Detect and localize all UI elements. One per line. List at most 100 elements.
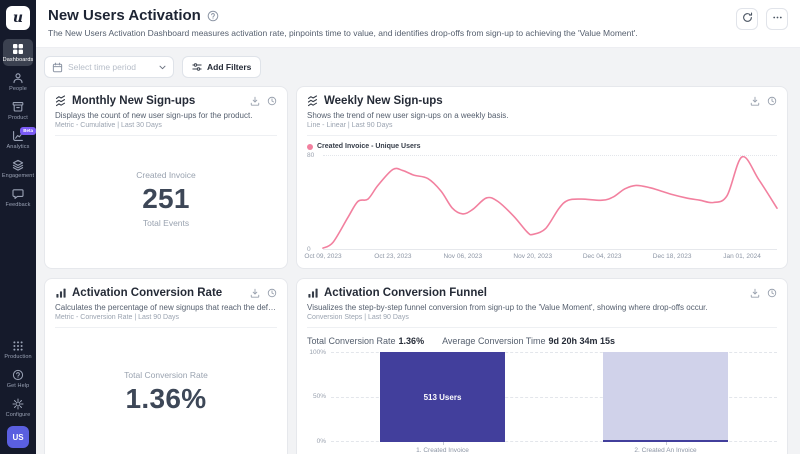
sidebar-item-label: Dashboards	[2, 57, 34, 63]
clock-icon[interactable]	[767, 96, 777, 106]
card-description: Shows the trend of new user sign-ups on …	[307, 111, 509, 120]
sidebar-item-label: Feedback	[5, 202, 31, 208]
sidebar-item-configure[interactable]: Configure	[3, 394, 33, 421]
download-icon[interactable]	[750, 288, 760, 298]
card-description: Displays the count of new user sign-ups …	[55, 111, 253, 120]
x-tick-label: Oct 23, 2023	[374, 253, 412, 260]
funnel-step-label: 1. Created Invoice	[416, 447, 469, 454]
add-filters-label: Add Filters	[207, 62, 252, 72]
usermaven-logo[interactable]: u	[6, 6, 30, 30]
legend-label: Created Invoice - Unique Users	[317, 143, 421, 150]
analytics-icon	[12, 130, 24, 142]
sidebar-nav: Dashboards People Product Beta Analy	[0, 38, 36, 212]
clock-icon[interactable]	[267, 96, 277, 106]
add-filters-button[interactable]: Add Filters	[182, 56, 262, 78]
clock-icon[interactable]	[267, 288, 277, 298]
stat-value: 9d 20h 34m 15s	[548, 336, 616, 346]
metric-label: Created Invoice	[136, 170, 196, 180]
refresh-icon	[742, 10, 753, 28]
user-avatar[interactable]: US	[7, 426, 29, 448]
stat-average-conversion-time: Average Conversion Time 9d 20h 34m 15s	[442, 336, 615, 346]
stat-total-conversion-rate: Total Conversion Rate 1.36%	[307, 336, 424, 346]
configure-icon	[12, 398, 24, 410]
metric-sublabel: Total Events	[142, 218, 190, 228]
y-tick-label: 0%	[316, 438, 326, 445]
engagement-icon	[12, 159, 24, 171]
funnel-bar-converted: 513 Users	[380, 352, 505, 442]
sidebar-item-analytics[interactable]: Beta Analytics	[3, 126, 36, 153]
funnel-y-axis: 100% 50% 0%	[307, 349, 331, 445]
stat-label: Total Conversion Rate	[307, 336, 396, 346]
sidebar-bottom: Production Get Help Configure US	[0, 335, 36, 454]
funnel-bar-converted	[603, 440, 728, 442]
gridline-50	[331, 397, 777, 398]
card-title: Activation Conversion Funnel	[324, 287, 487, 299]
sidebar-item-engagement[interactable]: Engagement	[1, 155, 35, 182]
x-tick-label: Nov 06, 2023	[443, 253, 483, 260]
dashboards-icon	[12, 43, 24, 55]
filter-sliders-icon	[192, 62, 202, 72]
clock-icon[interactable]	[767, 288, 777, 298]
sidebar-item-label: Get Help	[6, 383, 30, 389]
logo-letter: u	[12, 10, 24, 26]
sidebar-item-people[interactable]: People	[3, 68, 33, 95]
sidebar-item-label: People	[9, 86, 27, 92]
page-title: New Users Activation	[48, 7, 201, 24]
cards-grid: Monthly New Sign-ups Displays the count …	[44, 86, 788, 454]
download-icon[interactable]	[250, 288, 260, 298]
y-axis: 80 0	[307, 152, 323, 253]
dashboard-content: Select time period Add Filters	[36, 48, 800, 454]
metric-lines-icon	[55, 95, 67, 107]
card-meta: Line - Linear | Last 90 Days	[307, 122, 777, 136]
sidebar-item-label: Configure	[5, 412, 31, 418]
metric-lines-icon	[307, 95, 319, 107]
x-axis-tick	[665, 442, 667, 445]
sidebar-item-label: Product	[8, 115, 28, 121]
download-icon[interactable]	[750, 96, 760, 106]
sidebar-item-label: Production	[4, 354, 32, 360]
card-title: Monthly New Sign-ups	[72, 95, 196, 107]
page-description: The New Users Activation Dashboard measu…	[48, 28, 638, 38]
time-period-select[interactable]: Select time period	[44, 56, 174, 78]
card-monthly-new-signups: Monthly New Sign-ups Displays the count …	[44, 86, 288, 269]
sidebar-item-get-help[interactable]: Get Help	[3, 365, 33, 392]
card-meta: Conversion Steps | Last 90 Days	[307, 314, 777, 328]
metric-value: 251	[142, 183, 190, 214]
sidebar-item-dashboards[interactable]: Dashboards	[3, 39, 33, 66]
sidebar-item-label: Analytics	[6, 144, 30, 150]
sidebar-item-production[interactable]: Production	[3, 336, 33, 363]
sidebar-item-label: Engagement	[1, 173, 35, 179]
download-icon[interactable]	[250, 96, 260, 106]
refresh-button[interactable]	[736, 8, 758, 30]
line-plot-area	[323, 155, 777, 250]
filter-bar: Select time period Add Filters	[44, 56, 788, 78]
calendar-icon	[52, 62, 63, 73]
x-tick-label: Jan 01, 2024	[723, 253, 761, 260]
help-circle-icon[interactable]	[207, 10, 219, 22]
production-icon	[12, 340, 24, 352]
metric-value: 1.36%	[125, 383, 207, 414]
legend-dot	[307, 143, 313, 150]
funnel-bar-value-label: 513 Users	[423, 392, 462, 402]
sidebar-item-product[interactable]: Product	[3, 97, 33, 124]
funnel-x-axis-labels: 1. Created Invoice 2. Created An Invoice	[331, 442, 777, 454]
chart-legend: Created Invoice - Unique Users	[307, 143, 777, 150]
sidebar-item-feedback[interactable]: Feedback	[3, 184, 33, 211]
x-tick-label: Dec 18, 2023	[652, 253, 692, 260]
more-options-button[interactable]	[766, 8, 788, 30]
card-description: Visualizes the step-by-step funnel conve…	[307, 303, 708, 312]
feedback-icon	[12, 188, 24, 200]
card-description: Calculates the percentage of new signups…	[55, 303, 277, 312]
stat-label: Average Conversion Time	[442, 336, 546, 346]
x-axis-labels: Oct 09, 2023 Oct 23, 2023 Nov 06, 2023 Nov …	[304, 250, 777, 262]
card-meta: Metric - Conversion Rate | Last 90 Days	[55, 314, 277, 328]
gridline-baseline	[323, 249, 777, 250]
y-tick-label: 0	[307, 246, 311, 253]
y-tick-label: 50%	[312, 393, 326, 400]
more-options-icon	[772, 10, 783, 28]
funnel-bar-total	[603, 352, 728, 442]
y-tick-label: 100%	[309, 349, 326, 356]
x-tick-label: Dec 04, 2023	[582, 253, 622, 260]
card-activation-conversion-funnel: Activation Conversion Funnel Visualizes …	[296, 278, 788, 454]
